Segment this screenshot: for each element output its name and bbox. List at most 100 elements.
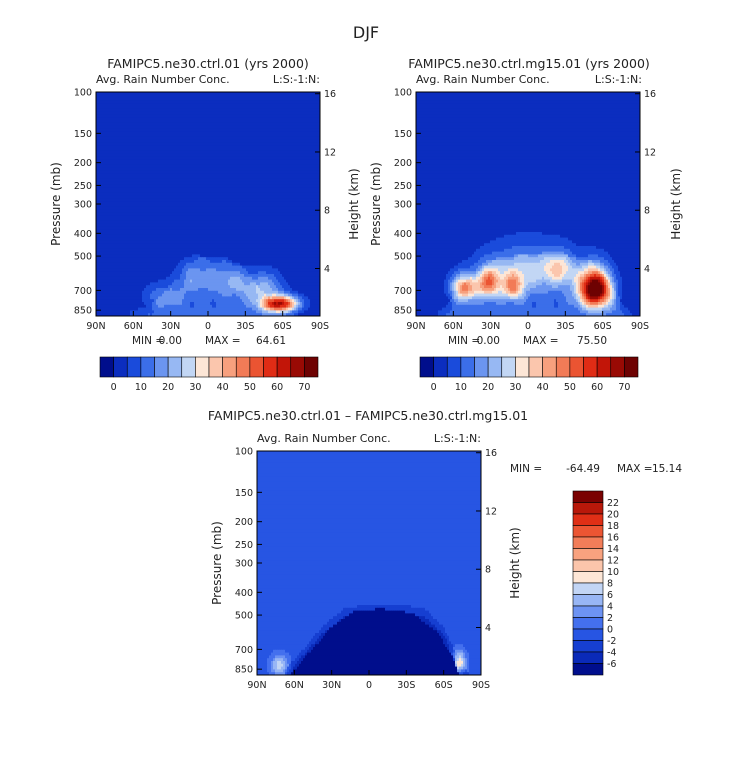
- contour-cell: [252, 128, 254, 131]
- contour-cell: [252, 131, 254, 134]
- contour-cell: [210, 128, 212, 131]
- contour-cell: [224, 128, 226, 131]
- contour-cell: [166, 128, 168, 131]
- contour-cell: [284, 100, 286, 103]
- contour-cell: [146, 131, 148, 134]
- contour-cell: [190, 109, 192, 112]
- contour-cell: [254, 131, 256, 134]
- contour-cell: [164, 95, 166, 98]
- contour-cell: [156, 126, 158, 129]
- contour-cell: [276, 123, 278, 126]
- contour-cell: [208, 109, 210, 112]
- contour-cell: [160, 98, 162, 101]
- contour-cell: [308, 109, 310, 112]
- contour-cell: [302, 134, 304, 137]
- contour-cell: [152, 140, 154, 143]
- contour-cell: [162, 114, 164, 117]
- contour-cell: [138, 131, 140, 134]
- contour-cell: [116, 137, 118, 140]
- contour-cell: [266, 106, 268, 109]
- contour-cell: [112, 112, 114, 115]
- contour-cell: [184, 95, 186, 98]
- contour-cell: [282, 126, 284, 129]
- contour-cell: [124, 112, 126, 115]
- contour-cell: [114, 120, 116, 123]
- contour-cell: [240, 128, 242, 131]
- contour-cell: [172, 126, 174, 129]
- contour-cell: [284, 114, 286, 117]
- contour-cell: [288, 123, 290, 126]
- contour-cell: [264, 128, 266, 131]
- contour-cell: [268, 134, 270, 137]
- contour-cell: [160, 117, 162, 120]
- contour-cell: [230, 126, 232, 129]
- contour-cell: [316, 126, 318, 129]
- contour-cell: [204, 114, 206, 117]
- contour-cell: [126, 95, 128, 98]
- contour-cell: [250, 134, 252, 137]
- contour-cell: [124, 126, 126, 129]
- contour-cell: [180, 128, 182, 131]
- contour-cell: [198, 126, 200, 129]
- contour-cell: [132, 134, 134, 137]
- contour-cell: [204, 106, 206, 109]
- contour-cell: [298, 123, 300, 126]
- contour-cell: [142, 100, 144, 103]
- contour-cell: [222, 126, 224, 129]
- contour-cell: [224, 100, 226, 103]
- contour-cell: [102, 112, 104, 115]
- contour-cell: [168, 137, 170, 140]
- contour-cell: [180, 98, 182, 101]
- contour-cell: [204, 120, 206, 123]
- contour-cell: [238, 109, 240, 112]
- contour-cell: [218, 137, 220, 140]
- contour-cell: [258, 137, 260, 140]
- contour-cell: [218, 131, 220, 134]
- contour-cell: [164, 128, 166, 131]
- contour-cell: [142, 140, 144, 143]
- contour-cell: [256, 117, 258, 120]
- contour-cell: [300, 117, 302, 120]
- contour-cell: [236, 117, 238, 120]
- contour-cell: [278, 123, 280, 126]
- contour-cell: [242, 100, 244, 103]
- contour-cell: [224, 114, 226, 117]
- contour-cell: [120, 98, 122, 101]
- contour-cell: [106, 131, 108, 134]
- contour-cell: [306, 95, 308, 98]
- contour-cell: [308, 128, 310, 131]
- contour-cell: [194, 126, 196, 129]
- contour-cell: [146, 117, 148, 120]
- contour-cell: [240, 95, 242, 98]
- contour-cell: [110, 112, 112, 115]
- contour-cell: [200, 126, 202, 129]
- contour-cell: [150, 140, 152, 143]
- contour-cell: [248, 123, 250, 126]
- contour-cell: [110, 98, 112, 101]
- contour-cell: [164, 114, 166, 117]
- contour-cell: [236, 128, 238, 131]
- contour-cell: [182, 131, 184, 134]
- contour-cell: [184, 106, 186, 109]
- contour-cell: [194, 95, 196, 98]
- contour-cell: [104, 103, 106, 106]
- contour-cell: [264, 100, 266, 103]
- contour-cell: [180, 126, 182, 129]
- contour-cell: [316, 117, 318, 120]
- contour-cell: [244, 134, 246, 137]
- contour-cell: [206, 117, 208, 120]
- contour-cell: [260, 112, 262, 115]
- contour-cell: [282, 114, 284, 117]
- contour-cell: [148, 103, 150, 106]
- contour-cell: [130, 100, 132, 103]
- contour-cell: [126, 134, 128, 137]
- contour-cell: [304, 123, 306, 126]
- contour-cell: [198, 117, 200, 120]
- contour-cell: [148, 100, 150, 103]
- contour-cell: [296, 112, 298, 115]
- contour-cell: [220, 114, 222, 117]
- contour-cell: [216, 137, 218, 140]
- contour-cell: [184, 103, 186, 106]
- contour-cell: [298, 103, 300, 106]
- contour-cell: [148, 123, 150, 126]
